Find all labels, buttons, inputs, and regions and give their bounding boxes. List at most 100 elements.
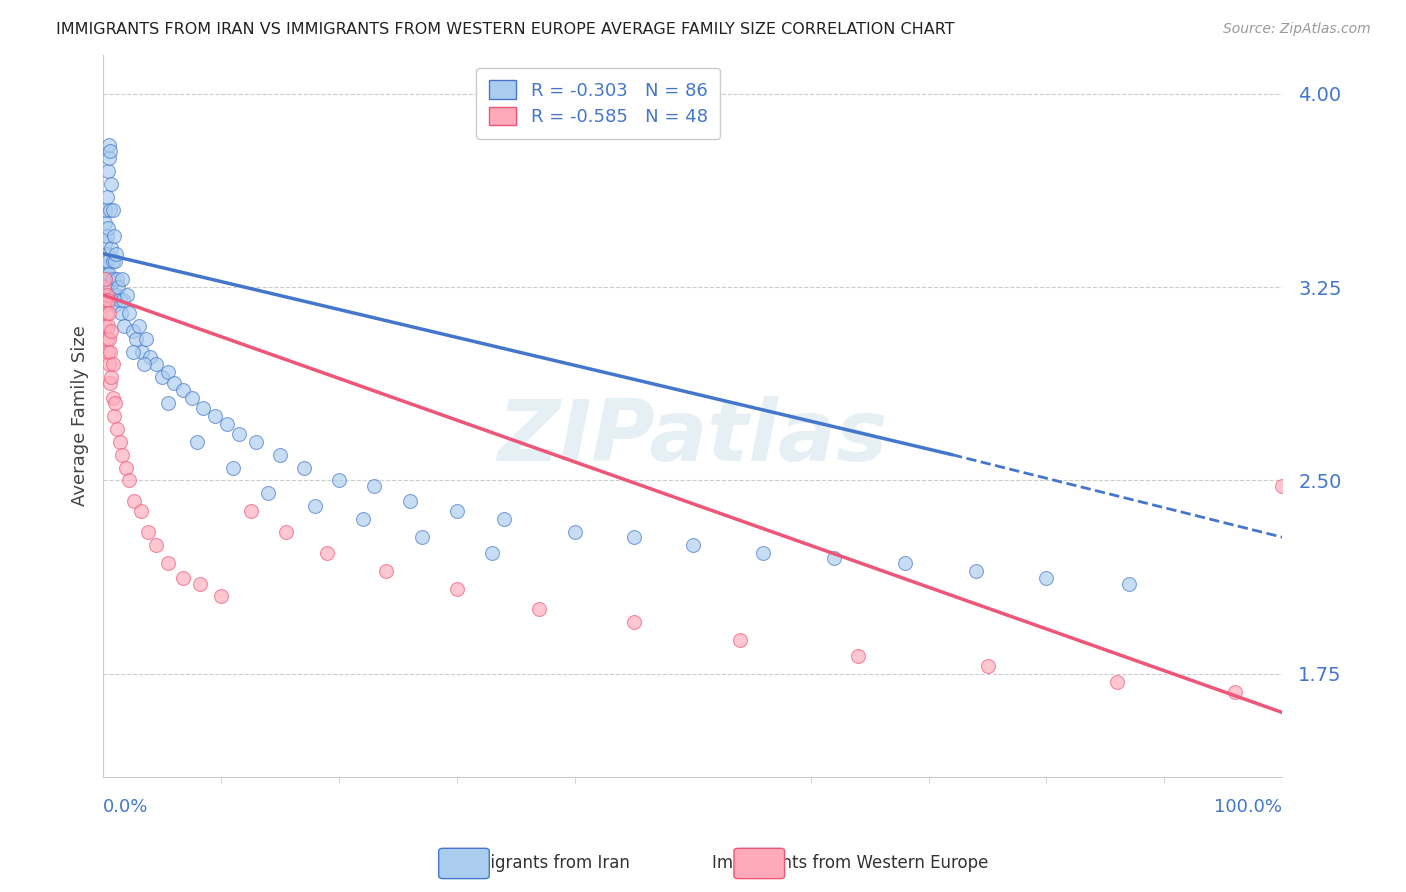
Point [98,306,121,320]
Point [446,504,468,518]
Point [97,254,120,268]
Point [101,358,124,372]
Point [245,434,267,449]
Point [110,306,132,320]
Point [269,448,291,462]
Point [97,272,120,286]
Point [209,590,232,604]
Point [121,324,143,338]
Point [494,512,516,526]
Point [97,344,120,359]
Point [623,615,645,630]
Point [131,344,153,359]
Point [98,358,121,372]
Point [96,280,118,294]
Point [100,324,122,338]
Point [894,556,917,570]
Point [112,318,135,333]
Point [122,494,145,508]
Point [114,460,136,475]
Point [118,306,141,320]
Point [328,474,350,488]
Point [108,434,131,449]
Legend: R = -0.303   N = 86, R = -0.585   N = 48: R = -0.303 N = 86, R = -0.585 N = 48 [477,68,720,139]
Point [352,512,374,526]
Point [94,293,117,307]
Point [111,272,134,286]
Point [292,460,315,475]
Point [101,391,124,405]
Point [97,164,120,178]
Text: Immigrants from Iran: Immigrants from Iran [453,855,630,872]
Point [96,306,118,320]
Point [96,267,118,281]
Point [104,298,127,312]
Point [107,280,129,294]
Point [145,358,167,372]
Point [103,288,125,302]
Point [375,564,398,578]
Point [103,228,125,243]
Point [1223,685,1246,699]
Point [105,246,128,260]
Point [94,318,117,333]
Point [215,417,238,431]
Point [98,138,121,153]
Point [96,246,118,260]
Point [121,344,143,359]
Point [139,350,162,364]
Point [98,202,121,217]
Point [728,633,751,648]
Point [105,288,128,302]
Point [172,384,194,398]
Point [163,376,186,390]
Text: 0.0%: 0.0% [103,797,149,815]
Point [529,602,551,616]
Point [105,272,128,286]
Y-axis label: Average Family Size: Average Family Size [72,326,89,507]
Point [564,524,586,539]
Point [156,396,179,410]
Text: Source: ZipAtlas.com: Source: ZipAtlas.com [1223,22,1371,37]
Point [93,298,115,312]
Point [96,228,118,243]
Point [94,254,117,268]
Point [98,151,121,165]
Point [411,530,433,544]
Point [188,576,211,591]
Point [97,293,120,307]
Point [156,365,179,379]
Point [823,550,845,565]
Text: IMMIGRANTS FROM IRAN VS IMMIGRANTS FROM WESTERN EUROPE AVERAGE FAMILY SIZE CORRE: IMMIGRANTS FROM IRAN VS IMMIGRANTS FROM … [56,22,955,37]
Point [115,288,138,302]
Point [98,280,121,294]
Point [446,582,468,596]
Point [94,272,117,286]
Point [94,202,117,217]
Point [180,391,202,405]
Point [96,332,118,346]
Point [98,332,121,346]
Point [846,648,869,663]
Point [97,220,120,235]
Point [976,659,998,673]
Point [96,288,118,302]
Point [150,370,173,384]
Point [118,474,141,488]
Point [108,293,131,307]
Point [101,202,124,217]
Point [1118,576,1140,591]
Point [96,190,118,204]
Point [101,272,124,286]
Point [257,486,280,500]
Point [94,236,117,251]
Point [316,546,339,560]
Point [103,409,125,423]
Point [228,427,250,442]
Point [136,524,159,539]
Point [98,144,121,158]
Point [125,332,148,346]
Point [104,396,127,410]
Point [129,504,152,518]
Point [97,318,120,333]
